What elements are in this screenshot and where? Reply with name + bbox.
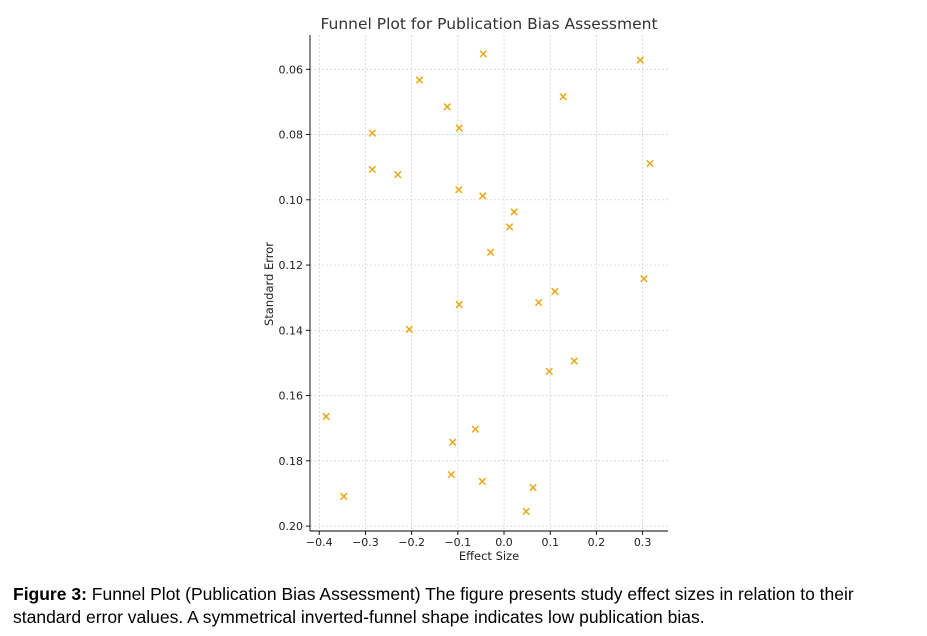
data-point-stroke <box>455 124 463 132</box>
data-point <box>368 165 377 174</box>
data-point-stroke <box>368 129 377 137</box>
chart-title: Funnel Plot for Publication Bias Assessm… <box>320 15 657 33</box>
data-point <box>505 223 514 231</box>
data-point <box>510 208 518 216</box>
data-point <box>529 483 537 492</box>
data-point-stroke <box>415 76 424 84</box>
caption-label: Figure 3: <box>13 584 87 604</box>
data-point <box>646 159 654 168</box>
data-point-stroke <box>394 170 402 179</box>
data-point-stroke <box>646 159 654 168</box>
data-point-stroke <box>455 300 463 309</box>
data-point <box>471 425 480 433</box>
x-tick-label: 0.1 <box>541 536 559 549</box>
data-point <box>486 248 495 257</box>
x-tick-label: −0.1 <box>444 536 471 549</box>
x-tick-label: −0.4 <box>306 536 333 549</box>
data-point <box>443 103 451 111</box>
data-point-stroke <box>545 367 554 376</box>
x-ticks: −0.4 −0.3 −0.2 −0.1 0.0 0.1 0.2 0.3 <box>306 531 651 549</box>
x-tick-label: 0.0 <box>495 536 513 549</box>
x-tick-label: 0.3 <box>634 536 652 549</box>
data-point-stroke <box>551 287 559 296</box>
data-point <box>455 300 463 309</box>
funnel-plot-chart: −0.4 −0.3 −0.2 −0.1 0.0 0.1 0.2 0.3 0.06 0.08 0.1… <box>262 15 668 563</box>
data-point <box>322 412 330 421</box>
data-point <box>640 275 648 283</box>
y-tick-label: 0.18 <box>279 455 304 468</box>
x-tick-label: −0.2 <box>398 536 425 549</box>
data-point <box>394 170 402 179</box>
data-point <box>545 367 554 376</box>
grid-lines <box>310 35 668 531</box>
y-tick-label: 0.14 <box>279 324 304 337</box>
data-point <box>449 438 457 446</box>
data-point-stroke <box>570 357 578 365</box>
data-point-stroke <box>534 298 543 307</box>
x-tick-label: 0.2 <box>588 536 606 549</box>
data-point-stroke <box>529 483 537 492</box>
data-point-stroke <box>559 92 567 101</box>
data-point-stroke <box>447 470 456 479</box>
data-point-stroke <box>478 477 487 486</box>
data-point <box>570 357 578 365</box>
y-axis-label: Standard Error <box>262 242 276 326</box>
data-point <box>405 325 414 334</box>
y-tick-label: 0.20 <box>279 520 304 533</box>
data-point-stroke <box>443 103 451 111</box>
y-tick-label: 0.12 <box>279 259 304 272</box>
y-ticks: 0.06 0.08 0.10 0.12 0.14 0.16 0.18 0.20 <box>279 63 310 533</box>
data-point <box>455 185 463 194</box>
x-axis-label: Effect Size <box>459 549 519 563</box>
data-point-stroke <box>479 192 487 200</box>
data-point <box>447 470 456 479</box>
data-point <box>368 129 377 137</box>
data-point-stroke <box>636 56 645 64</box>
data-point-stroke <box>522 507 530 516</box>
data-point <box>534 298 543 307</box>
figure-caption: Figure 3: Funnel Plot (Publication Bias … <box>13 583 923 629</box>
y-tick-label: 0.06 <box>279 63 304 76</box>
caption-text: Funnel Plot (Publication Bias Assessment… <box>13 584 854 627</box>
data-point-stroke <box>322 412 330 421</box>
data-point <box>522 507 530 516</box>
data-point-stroke <box>479 50 487 58</box>
data-point <box>339 492 348 501</box>
data-point <box>636 56 645 64</box>
data-point-stroke <box>455 185 463 194</box>
y-tick-label: 0.10 <box>279 194 304 207</box>
data-point <box>479 50 487 58</box>
data-point-stroke <box>510 208 518 216</box>
data-point-stroke <box>449 438 457 446</box>
data-point <box>415 76 424 84</box>
data-point-stroke <box>640 275 648 283</box>
data-point-stroke <box>486 248 495 257</box>
data-point <box>479 192 487 200</box>
data-point-stroke <box>368 165 377 174</box>
data-point <box>559 92 567 101</box>
data-point <box>551 287 559 296</box>
axes <box>309 35 668 532</box>
x-tick-label: −0.3 <box>352 536 379 549</box>
data-point <box>478 477 487 486</box>
data-point-stroke <box>405 325 414 334</box>
data-point-stroke <box>505 223 514 231</box>
data-points <box>322 50 654 516</box>
data-point-stroke <box>339 492 348 501</box>
data-point <box>455 124 463 132</box>
data-point-stroke <box>471 425 480 433</box>
y-tick-label: 0.16 <box>279 390 304 403</box>
y-tick-label: 0.08 <box>279 129 304 142</box>
